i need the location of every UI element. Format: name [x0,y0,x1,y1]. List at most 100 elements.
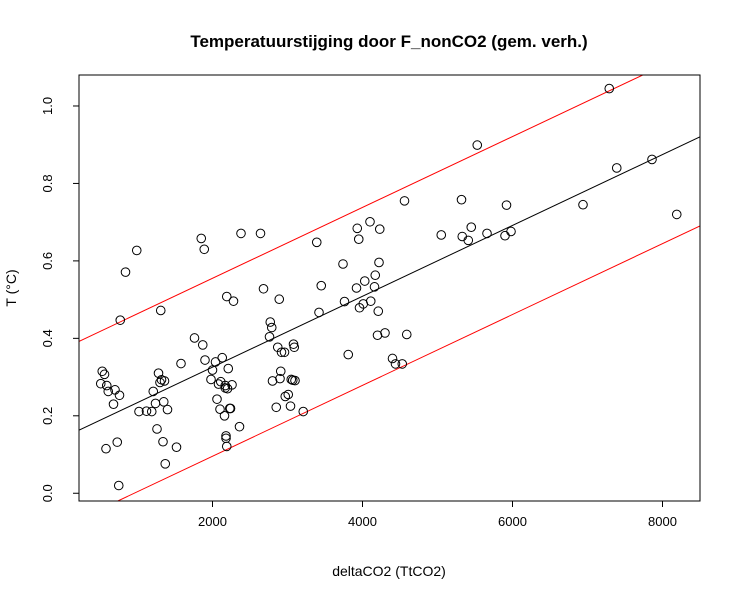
y-tick-label: 1.0 [40,97,55,115]
data-point [207,365,218,375]
data-point [271,402,282,413]
data-point [196,233,207,244]
data-point [112,437,123,447]
plot-frame [78,74,701,502]
data-point [316,280,327,291]
data-point [647,154,657,165]
data-point [228,296,239,306]
x-axis-label: deltaCO2 (TtCO2) [332,563,446,579]
data-point [401,329,412,340]
data-point [352,223,363,234]
data-point [150,398,161,409]
data-point [159,376,170,386]
data-point [134,406,144,417]
x-tick-label: 2000 [198,514,227,529]
data-point [97,366,108,377]
data-point [220,380,231,391]
data-point [286,374,297,385]
data-point [141,406,152,416]
data-point [153,368,164,379]
data-point [290,375,300,386]
data-point [265,317,276,327]
y-tick-label: 0.8 [40,174,55,192]
x-tick-label: 6000 [498,514,527,529]
data-point [283,389,294,400]
data-point [148,386,159,397]
x-tick-label: 8000 [648,514,677,529]
data-point [436,230,447,240]
data-point [200,355,210,365]
data-point [115,315,126,325]
data-point [264,331,275,342]
data-point [289,342,300,353]
data-point [155,305,166,316]
data-point [108,399,119,409]
data-point [206,374,216,385]
data-point [272,342,283,353]
data-point [279,347,290,358]
data-point [314,307,324,318]
data-point [353,234,364,245]
data-point [236,228,246,239]
y-axis-label: T (°C) [3,269,19,306]
lower-line [116,225,700,501]
data-point [152,424,162,434]
data-point [224,403,235,414]
data-point [120,267,131,277]
y-tick-label: 0.2 [40,407,55,425]
x-axis: 2000 4000 6000 8000 [198,501,677,529]
data-point [275,373,285,384]
data-point [456,194,467,205]
data-point [131,245,142,256]
data-point [285,401,296,411]
data-point [212,394,222,404]
chart-title: Temperatuurstijging door F_nonCO2 (gem. … [190,32,587,51]
data-point [506,226,516,237]
data-point [611,163,622,173]
data-point [267,376,278,386]
data-point [338,259,348,269]
data-point [457,231,468,242]
data-point [339,296,350,307]
data-point [223,363,234,374]
y-tick-label: 0.4 [40,329,55,347]
data-point [219,411,230,421]
data-point [501,200,512,210]
data-point [380,328,390,338]
data-point [463,235,474,246]
data-point [365,296,376,306]
data-point [370,270,381,281]
data-point [343,349,354,360]
data-point [578,199,588,210]
data-point [359,276,370,286]
data-point [351,283,362,293]
data-point [103,386,114,397]
data-point [255,228,266,239]
data-point [217,352,228,363]
data-point [158,436,168,447]
data-point [227,380,237,390]
data-point [146,406,157,417]
data-point [113,480,124,491]
data-point [387,353,398,364]
data-point [500,230,510,241]
data-point [369,282,380,292]
data-point [374,257,384,268]
data-point [210,357,221,367]
data-point [276,347,287,358]
y-tick-label: 0.0 [40,484,55,502]
data-point [158,397,169,407]
data-point [155,377,165,388]
data-point [215,404,225,415]
fit-line [79,136,700,431]
data-point [162,404,173,415]
y-tick-label: 0.6 [40,252,55,270]
data-point [176,358,186,369]
data-point [365,216,375,227]
data-point [99,369,110,380]
data-point [390,359,401,369]
data-point [482,228,492,239]
data-point [199,244,210,255]
data-point [472,140,483,150]
